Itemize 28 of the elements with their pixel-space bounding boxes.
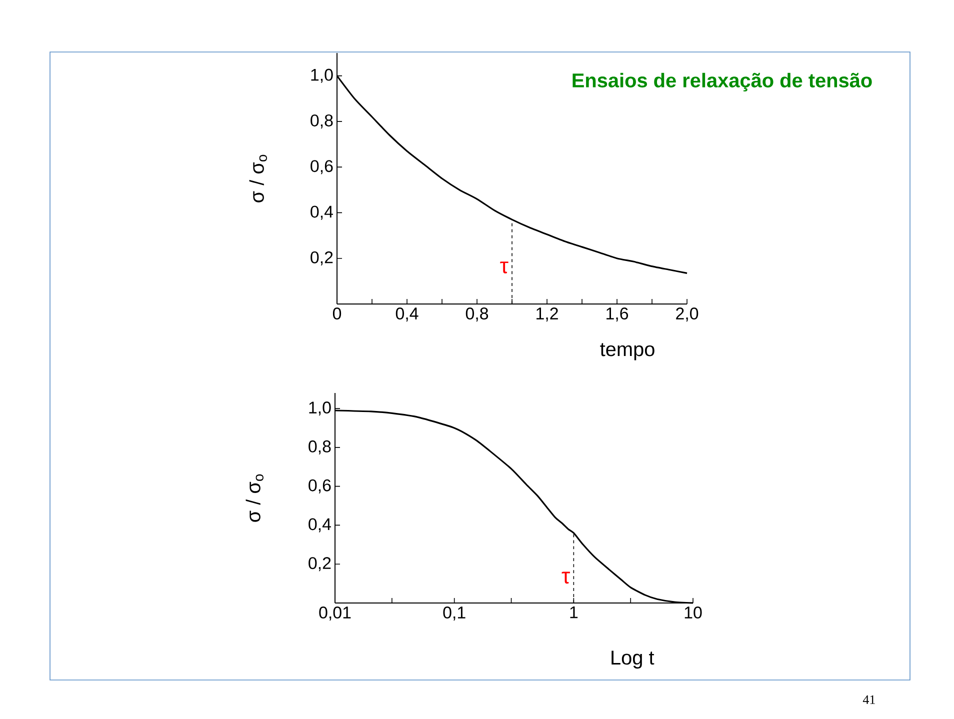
y-tick-label: 0,8 [308,440,331,454]
x-tick-label: 1,6 [606,308,628,322]
x-tick-label: 0,4 [396,308,418,322]
annotation: τ [562,572,570,584]
x-axis-title: tempo [600,343,654,360]
text: 41 [862,695,875,704]
y-tick-label: 0,4 [310,206,333,220]
y-tick-label: 0,6 [308,479,331,494]
y-tick-label: 0,2 [310,251,333,266]
x-tick-label: 0,01 [319,606,351,621]
x-tick-label: 2,0 [676,308,698,322]
y-tick-label: 0,4 [308,518,331,532]
y-axis-title: σ / σ$_{o}$ [246,474,264,522]
y-tick-label: 1,0 [311,68,333,83]
x-axis-title: Log t [612,650,654,669]
y-tick-label: 1,0 [309,402,331,416]
x-tick-label: 1,2 [536,308,558,322]
y-tick-label: 0,2 [308,557,331,572]
x-tick-label: 0 [332,308,342,320]
y-tick-label: 0,8 [310,114,333,128]
x-tick-label: 1 [570,606,578,618]
text: Ensaios de relaxação de tensão [572,72,872,92]
x-tick-label: 0,8 [466,308,488,322]
y-tick-label: 0,6 [310,160,333,174]
y-axis-title: σ / σ$_{o}$ [249,154,267,202]
x-tick-label: 10 [684,606,702,619]
x-tick-label: 0,1 [443,606,466,621]
annotation: τ [500,262,508,274]
